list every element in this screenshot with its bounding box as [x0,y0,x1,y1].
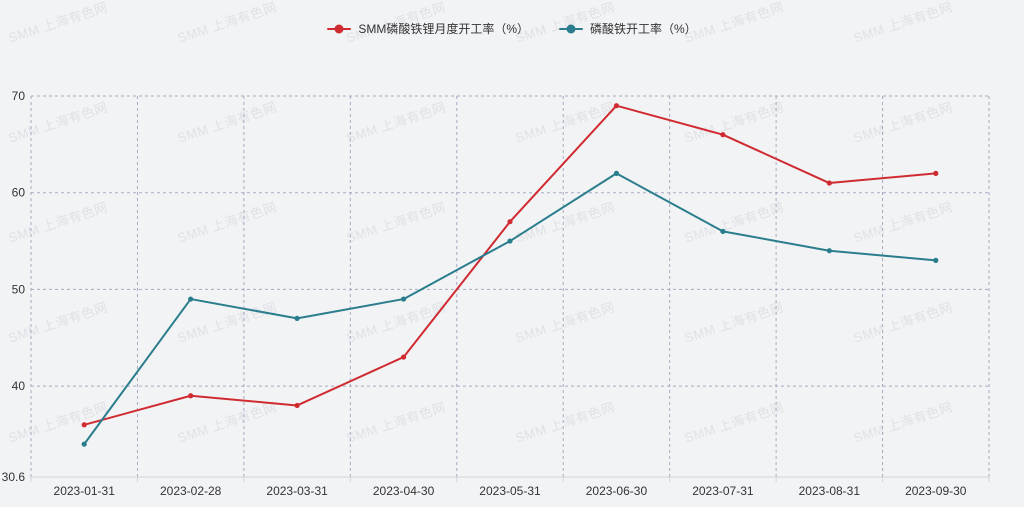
x-axis-label: 2023-04-30 [373,484,435,498]
data-point [720,228,726,234]
y-axis-label: 30.6 [2,470,26,484]
data-point [294,402,300,409]
data-point [613,103,620,109]
data-point [720,132,726,138]
legend-line-dot-marker-teal [559,24,583,33]
legend-label: SMM磷酸铁锂月度开工率（%） [358,22,529,36]
data-point [188,296,194,302]
data-point [933,170,939,176]
x-axis-label: 2023-02-28 [160,484,222,498]
data-point [81,422,87,428]
data-point [826,180,832,186]
x-axis-label: 2023-08-31 [799,484,861,498]
legend-item-smm-lfp-monthly-rate[interactable]: SMM磷酸铁锂月度开工率（%） [327,20,529,37]
legend-item-iron-phosphate-rate[interactable]: 磷酸铁开工率（%） [559,20,697,37]
data-point [613,170,620,176]
y-axis-label: 60 [12,186,26,200]
data-point [933,257,939,263]
data-point [400,354,407,360]
data-point [507,238,513,244]
x-axis-label: 2023-01-31 [54,484,116,498]
y-axis-label: 40 [12,379,26,393]
data-point [81,441,87,447]
x-axis-label: 2023-05-31 [479,484,541,498]
x-axis-label: 2023-03-31 [266,484,328,498]
x-axis-label: 2023-09-30 [905,484,967,498]
data-point [507,219,513,225]
legend-label: 磷酸铁开工率（%） [590,22,697,36]
data-point [294,315,300,322]
data-point [400,296,407,302]
x-axis-label: 2023-06-30 [586,484,648,498]
y-axis-label: 70 [12,89,26,103]
series-line [83,172,937,446]
legend-line-dot-marker-red [327,24,352,33]
data-point [826,248,832,254]
data-point [188,393,194,399]
legend: SMM磷酸铁锂月度开工率（%） 磷酸铁开工率（%） [0,20,1024,37]
x-axis-label: 2023-07-31 [692,484,754,498]
series-line [83,104,937,426]
y-axis-label: 50 [12,282,26,296]
